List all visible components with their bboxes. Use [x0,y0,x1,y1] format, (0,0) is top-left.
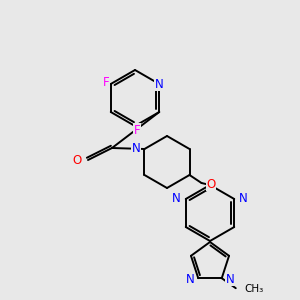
Text: F: F [134,124,140,136]
Text: N: N [226,273,235,286]
Text: N: N [185,273,194,286]
Text: O: O [206,178,216,190]
Text: N: N [155,77,164,91]
Text: F: F [102,76,109,88]
Text: CH₃: CH₃ [245,284,264,294]
Text: O: O [73,154,82,167]
Text: N: N [132,142,140,155]
Text: N: N [239,193,248,206]
Text: N: N [172,193,181,206]
